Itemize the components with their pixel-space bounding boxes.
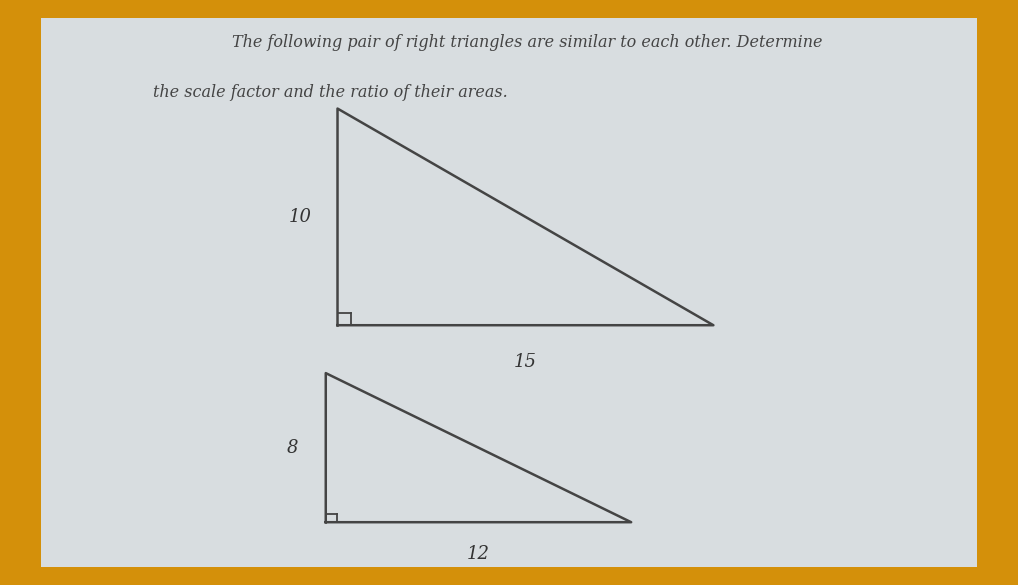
- Text: the scale factor and the ratio of their areas.: the scale factor and the ratio of their …: [153, 84, 508, 101]
- Text: 12: 12: [467, 545, 490, 563]
- Text: The following pair of right triangles are similar to each other. Determine: The following pair of right triangles ar…: [232, 34, 823, 51]
- Text: 15: 15: [514, 353, 536, 371]
- Text: 8: 8: [287, 439, 298, 457]
- Text: 10: 10: [288, 208, 312, 226]
